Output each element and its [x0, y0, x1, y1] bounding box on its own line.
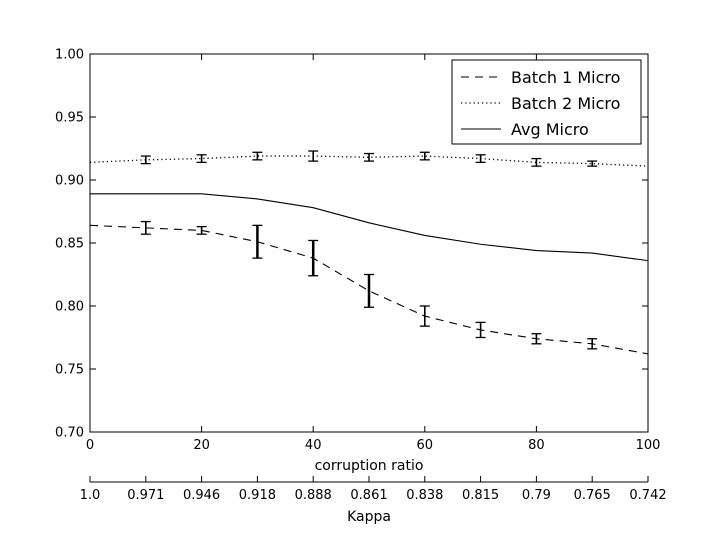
- series-layer: [89, 150, 649, 355]
- legend-label: Avg Micro: [511, 120, 589, 139]
- legend-box: [451, 59, 642, 145]
- x-tick-label: 60: [417, 438, 434, 453]
- x-tick-label: 40: [305, 438, 322, 453]
- kappa-tick-label: 0.971: [127, 488, 164, 503]
- kappa-tick-label: 0.888: [295, 488, 332, 503]
- legend-label: Batch 2 Micro: [511, 94, 620, 113]
- y-tick-label: 1.00: [55, 48, 84, 63]
- kappa-tick-label: 0.815: [462, 488, 499, 503]
- kappa-tick-label: 0.79: [522, 488, 551, 503]
- y-axis: 0.70 0.75 0.80 0.85 0.90 0.95 1.00: [55, 48, 648, 441]
- x-axis-title: corruption ratio: [315, 458, 424, 474]
- y-tick-label: 0.70: [55, 426, 84, 441]
- secondary-axis: 1.0 0.971 0.946 0.918 0.888 0.861 0.838 0.815 0.…: [80, 476, 667, 503]
- kappa-tick-label: 0.861: [350, 488, 387, 503]
- x-tick-label: 100: [636, 438, 661, 453]
- kappa-tick-label: 0.838: [406, 488, 443, 503]
- kappa-tick-label: 0.765: [574, 488, 611, 503]
- series-line-3: [90, 193, 649, 262]
- x-tick-label: 80: [528, 438, 545, 453]
- kappa-tick-label: 0.918: [239, 488, 276, 503]
- x-axis: 0 20 40 60 80 100: [86, 54, 661, 453]
- y-tick-label: 0.95: [55, 111, 84, 126]
- y-tick-label: 0.85: [55, 237, 84, 252]
- y-tick-label: 0.80: [55, 300, 84, 315]
- secondary-axis-title: Kappa: [347, 509, 391, 525]
- kappa-tick-label: 1.0: [80, 488, 101, 503]
- y-tick-label: 0.90: [55, 174, 84, 189]
- x-tick-label: 20: [193, 438, 210, 453]
- y-tick-label: 0.75: [55, 363, 84, 378]
- x-tick-label: 0: [86, 438, 94, 453]
- legend: Batch 1 Micro Batch 2 Micro Avg Micro: [451, 59, 642, 145]
- kappa-tick-label: 0.946: [183, 488, 220, 503]
- legend-label: Batch 1 Micro: [511, 68, 620, 87]
- kappa-tick-label: 0.742: [629, 488, 666, 503]
- series-line-2: [89, 155, 649, 167]
